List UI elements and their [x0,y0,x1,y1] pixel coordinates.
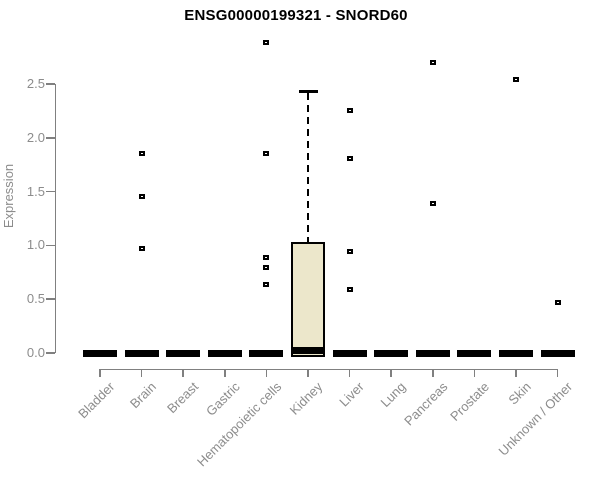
y-axis-tick [45,83,55,85]
outlier-point [263,265,270,271]
x-axis-tick [556,369,559,377]
outlier-point [346,108,353,114]
y-tick-label: 1.0 [26,237,45,253]
x-category-label: Pancreas [400,379,451,429]
y-axis-line [54,84,56,353]
x-axis-tick [99,369,101,377]
median-dash [249,349,284,357]
outlier-point [263,254,270,260]
y-axis-tick [45,298,55,300]
x-category-label: Gastric [202,379,243,419]
x-axis-tick [140,369,143,377]
y-axis-tick [45,190,55,193]
chart-title: ENSG00000199321 - SNORD60 [184,7,408,24]
y-axis-tick [45,137,55,139]
whisker-cap [298,90,318,93]
median-dash [291,347,325,355]
whisker-line [306,92,310,243]
x-category-label: Breast [163,379,201,417]
outlier-point [263,281,270,287]
outlier-point [138,194,145,200]
x-axis-tick [473,369,476,377]
x-category-label: Lung [377,379,409,411]
median-dash [207,349,242,357]
y-axis-tick [45,352,55,354]
y-tick-label: 0.5 [26,291,45,307]
median-dash [332,349,367,357]
x-axis-tick [348,369,351,377]
x-category-label: Skin [505,379,534,408]
outlier-point [138,151,145,157]
outlier-point [138,246,145,252]
x-category-label: Liver [336,379,368,410]
x-axis-tick [390,369,392,377]
outlier-point [263,39,270,45]
median-dash [124,349,159,357]
outlier-point [513,77,519,83]
boxplot-box [291,242,325,357]
outlier-point [346,287,353,293]
x-category-label: Unknown / Other [495,379,576,459]
x-axis-tick [182,369,184,377]
outlier-point [346,249,353,255]
median-dash [540,349,575,357]
x-axis-tick [307,369,309,377]
median-dash [415,349,450,357]
outlier-point [263,151,270,157]
y-tick-label: 1.5 [26,183,45,199]
y-tick-label: 2.0 [26,129,45,145]
median-dash [374,349,409,357]
y-tick-label: 0.0 [26,345,45,360]
x-category-label: Kidney [286,379,326,418]
outlier-point [346,155,353,161]
median-dash [457,349,492,357]
median-dash [83,349,117,357]
outlier-point [429,200,436,206]
x-category-label: Bladder [75,379,118,422]
outlier-point [554,299,561,305]
x-category-label: Brain [127,379,160,412]
median-dash [499,349,533,357]
x-axis-line [100,368,558,370]
y-axis-tick [45,244,55,247]
y-tick-label: 2.5 [26,76,45,91]
x-axis-tick [432,369,434,377]
x-axis-tick [515,369,517,377]
x-category-label: Prostate [447,379,493,424]
x-axis-tick [265,369,268,377]
median-dash [166,349,201,357]
outlier-point [429,59,436,65]
x-axis-tick [224,369,226,377]
